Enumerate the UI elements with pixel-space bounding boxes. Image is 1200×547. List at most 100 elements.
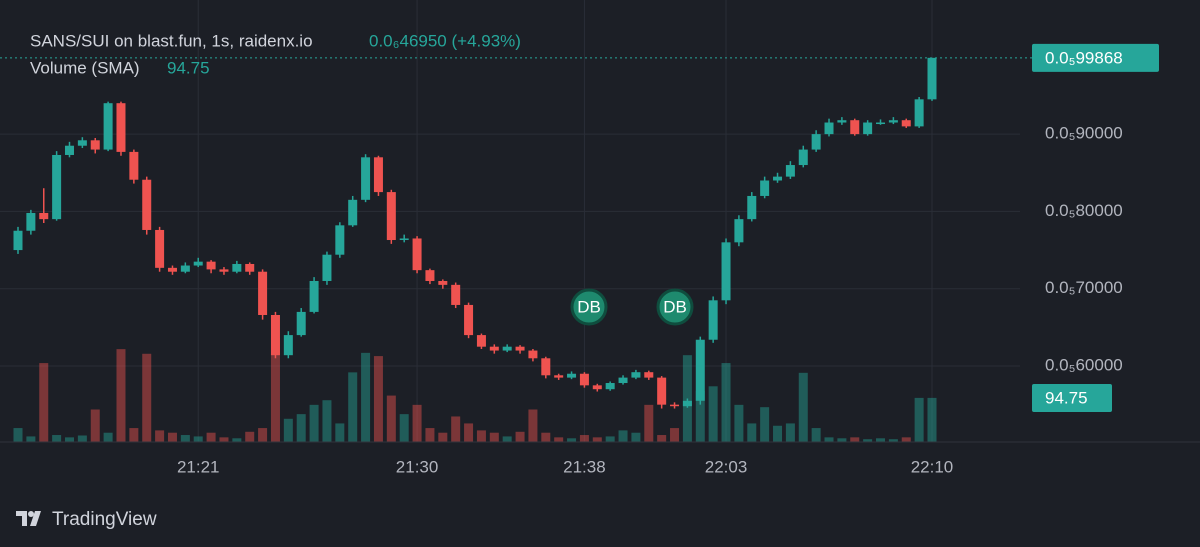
candle-body	[670, 404, 680, 407]
marker-badge	[570, 288, 608, 326]
volume-bar	[103, 432, 113, 442]
volume-bar	[824, 437, 834, 442]
volume-bar	[747, 423, 757, 442]
candle-body	[489, 346, 499, 351]
volume-bar	[193, 436, 203, 442]
volume-bar	[773, 425, 783, 442]
volume-bar	[296, 414, 306, 442]
candle	[180, 262, 190, 274]
candle	[206, 260, 216, 274]
candle	[193, 257, 203, 268]
volume-bar	[77, 435, 87, 442]
candle	[708, 296, 718, 343]
candle-body	[232, 263, 242, 272]
last-price-box	[1032, 43, 1159, 72]
candle	[129, 149, 139, 184]
candle	[425, 268, 435, 285]
candle-body	[438, 280, 448, 285]
candle-body	[425, 270, 435, 281]
volume-bar	[837, 438, 847, 442]
candle-layer	[13, 57, 937, 409]
candle	[785, 161, 795, 179]
candle	[876, 119, 886, 125]
candle	[579, 372, 589, 388]
volume-bar	[232, 438, 242, 442]
candle-body	[129, 151, 139, 180]
volume-bar	[258, 428, 268, 442]
candle	[695, 336, 705, 405]
overlay: 0.0₅60000 0.0₅70000 0.0₅80000 0.0₅90000 21:2…	[0, 43, 1159, 476]
volume-bar	[425, 428, 435, 442]
candle	[747, 192, 757, 222]
candle-body	[811, 134, 821, 150]
volume-bar	[592, 437, 602, 442]
candle-body	[322, 254, 332, 281]
candle	[541, 356, 551, 379]
candle-body	[682, 400, 692, 407]
x-tick-label: 22:10	[911, 457, 954, 476]
candle-body	[309, 280, 319, 312]
candle	[760, 176, 770, 199]
candle	[670, 402, 680, 409]
candle-body	[180, 265, 190, 272]
volume-bar	[502, 436, 512, 442]
candle	[438, 279, 448, 289]
candle	[52, 151, 62, 221]
candle	[103, 101, 113, 152]
candle	[863, 120, 873, 136]
brand-logo: TradingView	[16, 509, 157, 530]
candle	[232, 260, 242, 274]
candle-body	[554, 375, 564, 378]
candle	[348, 195, 358, 227]
candle-body	[283, 335, 293, 356]
y-tick-label: 0.0₅80000	[1045, 201, 1123, 220]
candle	[464, 302, 474, 339]
candle-body	[90, 140, 100, 150]
candle	[888, 117, 898, 125]
candle-body	[773, 176, 783, 181]
candle-body	[451, 284, 461, 305]
candle-body	[631, 372, 641, 378]
volume-bar	[412, 404, 422, 442]
candle	[142, 176, 152, 235]
candle-body	[708, 300, 718, 340]
candle-body	[167, 267, 177, 272]
candle	[798, 145, 808, 168]
candle-body	[103, 103, 113, 150]
candle-body	[296, 311, 306, 336]
candle	[657, 376, 667, 409]
marker[interactable]: DB	[570, 288, 608, 326]
volume-bar	[52, 435, 62, 442]
marker[interactable]: DB	[656, 288, 694, 326]
candle	[914, 97, 924, 128]
candle	[167, 265, 177, 275]
candle-body	[155, 229, 165, 268]
candle-body	[206, 261, 216, 270]
candle	[734, 215, 744, 247]
candle	[219, 267, 229, 275]
volume-bar	[180, 435, 190, 442]
candle-body	[361, 157, 371, 200]
candle	[554, 373, 564, 380]
candle	[335, 222, 345, 258]
volume-bar	[579, 435, 589, 442]
volume-bar	[142, 353, 152, 442]
candle	[811, 130, 821, 152]
candle-body	[26, 212, 36, 231]
candle	[451, 282, 461, 309]
volume-bar	[116, 349, 126, 442]
volume-bar	[64, 437, 74, 442]
candle	[631, 369, 641, 380]
candle	[901, 118, 911, 128]
chart-title: SANS/SUI on blast.fun, 1s, raidenx.io	[30, 31, 313, 50]
volume-bar	[167, 432, 177, 442]
volume-bar	[399, 414, 409, 442]
candle-body	[927, 57, 937, 100]
volume-title: Volume (SMA)	[30, 58, 140, 77]
candle-body	[592, 385, 602, 390]
marker-label: DB	[663, 297, 687, 316]
volume-bar	[528, 409, 538, 442]
candle	[592, 383, 602, 392]
